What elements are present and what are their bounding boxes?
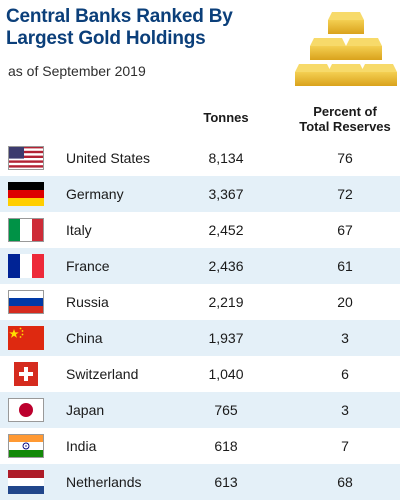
italy-flag-icon [8, 218, 44, 242]
table-body: United States 8,134 76 Germany 3,367 72 … [0, 140, 400, 500]
percent-value: 61 [337, 258, 353, 274]
percent-value: 3 [341, 402, 349, 418]
percent-value: 67 [337, 222, 353, 238]
table-row: Russia 2,219 20 [0, 284, 400, 320]
country-name: Germany [66, 186, 124, 202]
japan-flag-icon [8, 398, 44, 422]
france-flag-icon [8, 254, 44, 278]
percent-value: 7 [341, 438, 349, 454]
country-name: Italy [66, 222, 92, 238]
column-header-percent: Percent of Total Reserves [299, 104, 391, 134]
table-row: France 2,436 61 [0, 248, 400, 284]
table-row: Japan 765 3 [0, 392, 400, 428]
table-row: Germany 3,367 72 [0, 176, 400, 212]
country-name: United States [66, 150, 151, 166]
country-name: China [66, 330, 103, 346]
tonnes-value: 2,452 [208, 222, 244, 238]
country-name: India [66, 438, 97, 454]
russia-flag-icon [8, 290, 44, 314]
percent-value: 72 [337, 186, 353, 202]
tonnes-value: 618 [214, 438, 238, 454]
china-flag-icon [8, 326, 44, 350]
tonnes-value: 3,367 [208, 186, 244, 202]
germany-flag-icon [8, 182, 44, 206]
header: Central Banks Ranked By Largest Gold Hol… [0, 0, 400, 96]
country-name: Netherlands [66, 474, 142, 490]
gold-bars-icon [295, 12, 397, 86]
country-name: Japan [66, 402, 105, 418]
india-flag-icon [8, 434, 44, 458]
tonnes-value: 2,436 [208, 258, 244, 274]
tonnes-value: 1,937 [208, 330, 244, 346]
country-name: France [66, 258, 110, 274]
chart-title: Central Banks Ranked By Largest Gold Hol… [6, 6, 233, 49]
table-row: China 1,937 3 [0, 320, 400, 356]
column-header-tonnes: Tonnes [203, 110, 249, 125]
country-name: Russia [66, 294, 109, 310]
switzerland-flag-icon [14, 362, 38, 386]
table-row: Netherlands 613 68 [0, 464, 400, 500]
percent-value: 20 [337, 294, 353, 310]
percent-value: 3 [341, 330, 349, 346]
netherlands-flag-icon [8, 470, 44, 494]
tonnes-value: 765 [214, 402, 238, 418]
column-header-band [0, 96, 400, 140]
table-row: Switzerland 1,040 6 [0, 356, 400, 392]
percent-value: 68 [337, 474, 353, 490]
table-row: United States 8,134 76 [0, 140, 400, 176]
tonnes-value: 1,040 [208, 366, 244, 382]
chart-subtitle: as of September 2019 [8, 63, 146, 79]
percent-value: 6 [341, 366, 349, 382]
table-row: Italy 2,452 67 [0, 212, 400, 248]
table-row: India 618 7 [0, 428, 400, 464]
tonnes-value: 2,219 [208, 294, 244, 310]
tonnes-value: 613 [214, 474, 238, 490]
tonnes-value: 8,134 [208, 150, 244, 166]
percent-value: 76 [337, 150, 353, 166]
country-name: Switzerland [66, 366, 139, 382]
us-flag-icon [8, 146, 44, 170]
